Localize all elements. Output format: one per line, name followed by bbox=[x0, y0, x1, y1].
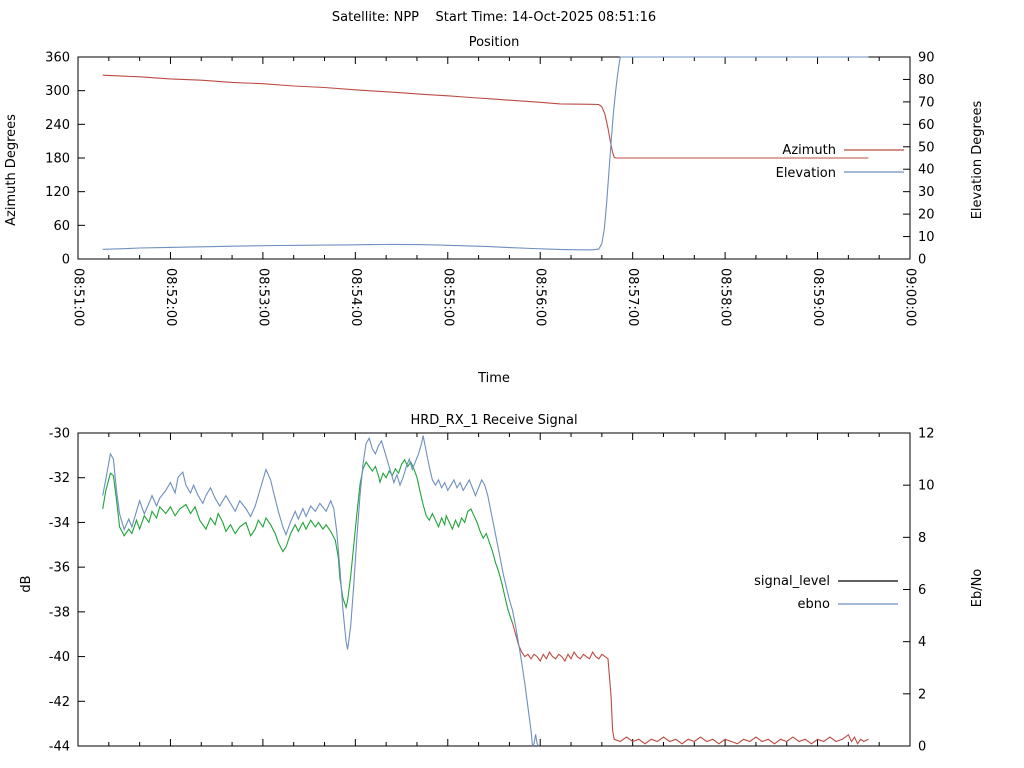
y-right-tick-label: 60 bbox=[918, 118, 935, 133]
y-right-tick-label: 70 bbox=[918, 95, 935, 110]
ebno-line bbox=[102, 435, 540, 748]
elevation-legend-label: Elevation bbox=[776, 166, 836, 181]
y-left-tick-label: -34 bbox=[49, 516, 70, 531]
y-right-tick-label: 80 bbox=[918, 73, 935, 88]
y-left-tick-label: 180 bbox=[45, 152, 70, 167]
ebno-legend-label: ebno bbox=[798, 597, 830, 612]
x-tick-label: 09:00:00 bbox=[903, 268, 918, 326]
position-series bbox=[102, 56, 869, 251]
elevation-line bbox=[102, 56, 869, 251]
x-tick-label: 08:54:00 bbox=[348, 268, 363, 326]
position-legend: Azimuth Elevation bbox=[776, 143, 904, 181]
x-tick-label: 08:52:00 bbox=[163, 268, 178, 326]
receive-signal-legend: signal_level ebno bbox=[754, 574, 898, 612]
elevation-axis-label: Elevation Degrees bbox=[970, 100, 985, 219]
receive-signal-chart: HRD_RX_1 Receive Signal dB Eb/No -30-32-… bbox=[19, 413, 985, 755]
y-right-tick-label: 0 bbox=[918, 740, 926, 755]
receive-signal-plot-frame bbox=[77, 432, 911, 747]
receive-signal-title: HRD_RX_1 Receive Signal bbox=[410, 413, 577, 428]
y-right-tick-label: 40 bbox=[918, 163, 935, 178]
x-tick-label: 08:59:00 bbox=[810, 268, 825, 326]
position-chart: Position Azimuth Degrees Elevation Degre… bbox=[4, 35, 985, 386]
x-tick-label: 08:51:00 bbox=[71, 268, 86, 326]
y-left-tick-label: 60 bbox=[53, 219, 70, 234]
y-right-tick-label: 12 bbox=[918, 427, 935, 442]
receive-signal-ticks: -30 -32 -34 -36 -38 -40 -42 -44 0 2 4 6 8 10 12 bbox=[49, 427, 935, 755]
y-right-tick-label: 6 bbox=[918, 583, 926, 598]
time-axis-label: Time bbox=[477, 371, 510, 386]
x-tick-label: 08:58:00 bbox=[718, 268, 733, 326]
x-tick-label: 08:55:00 bbox=[440, 268, 455, 326]
ebno-axis-label: Eb/No bbox=[970, 569, 985, 608]
y-left-tick-label: 240 bbox=[45, 118, 70, 133]
y-left-tick-label: -32 bbox=[49, 471, 70, 486]
y-right-tick-label: 4 bbox=[918, 635, 926, 650]
x-tick-label: 08:53:00 bbox=[255, 268, 270, 326]
y-left-tick-label: 360 bbox=[45, 51, 70, 66]
y-right-tick-label: 2 bbox=[918, 687, 926, 702]
receive-signal-series bbox=[102, 435, 869, 748]
x-tick-label: 08:57:00 bbox=[625, 268, 640, 326]
azimuth-axis-label: Azimuth Degrees bbox=[4, 114, 19, 226]
y-right-tick-label: 10 bbox=[918, 230, 935, 245]
position-ticks: 0 60 120 180 240 300 360 0 10 20 30 40 50 60 70 80 90 08:… bbox=[45, 51, 934, 327]
y-left-tick-label: -38 bbox=[49, 605, 70, 620]
y-right-tick-label: 30 bbox=[918, 185, 935, 200]
y-left-tick-label: -40 bbox=[49, 650, 70, 665]
y-right-tick-label: 8 bbox=[918, 531, 926, 546]
y-left-tick-label: -36 bbox=[49, 561, 70, 576]
x-tick-label: 08:56:00 bbox=[533, 268, 548, 326]
azimuth-line bbox=[102, 74, 869, 159]
main-title: Satellite: NPP Start Time: 14-Oct-2025 0… bbox=[332, 10, 656, 25]
y-left-tick-label: -44 bbox=[49, 740, 70, 755]
y-right-tick-label: 10 bbox=[918, 479, 935, 494]
position-chart-title: Position bbox=[469, 35, 520, 50]
signal_level_unlocked-line bbox=[511, 622, 869, 745]
y-left-tick-label: 0 bbox=[62, 253, 70, 268]
y-left-tick-label: 300 bbox=[45, 84, 70, 99]
y-left-tick-label: 120 bbox=[45, 185, 70, 200]
y-right-tick-label: 20 bbox=[918, 208, 935, 223]
azimuth-legend-label: Azimuth bbox=[782, 143, 836, 158]
y-right-tick-label: 90 bbox=[918, 51, 935, 66]
signal-level-legend-label: signal_level bbox=[754, 574, 830, 589]
y-right-tick-label: 0 bbox=[918, 253, 926, 268]
y-left-tick-label: -30 bbox=[49, 427, 70, 442]
db-axis-label: dB bbox=[19, 575, 34, 592]
y-left-tick-label: -42 bbox=[49, 695, 70, 710]
y-right-tick-label: 50 bbox=[918, 140, 935, 155]
